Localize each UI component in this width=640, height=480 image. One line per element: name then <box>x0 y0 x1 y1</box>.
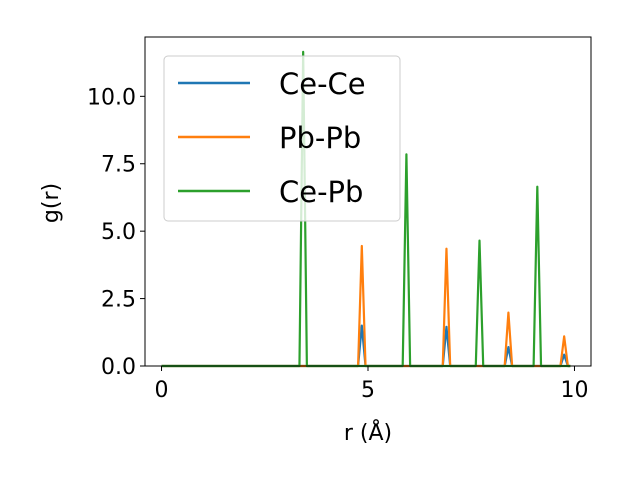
y-tick-label: 2.5 <box>101 288 136 313</box>
x-tick-label: 5 <box>361 378 375 403</box>
y-tick-label: 10.0 <box>87 85 136 110</box>
x-axis-ticks: 0 5 10 <box>155 366 588 403</box>
legend-label-pb-pb: Pb-Pb <box>279 121 361 155</box>
x-tick-label: 10 <box>560 378 588 403</box>
x-axis-label: r (Å) <box>344 419 392 446</box>
y-axis-ticks: 0.0 2.5 5.0 7.5 10.0 <box>87 85 145 380</box>
x-tick-label: 0 <box>155 378 169 403</box>
y-tick-label: 5.0 <box>101 220 136 245</box>
legend-label-ce-ce: Ce-Ce <box>279 67 366 101</box>
y-tick-label: 0.0 <box>101 355 136 380</box>
y-tick-label: 7.5 <box>101 153 136 178</box>
y-axis-label: g(r) <box>39 183 64 223</box>
legend: Ce-Ce Pb-Pb Ce-Pb <box>163 55 401 222</box>
legend-label-ce-pb: Ce-Pb <box>279 175 363 209</box>
legend-entries: Ce-Ce Pb-Pb Ce-Pb <box>178 67 366 209</box>
legend-box <box>163 55 401 222</box>
